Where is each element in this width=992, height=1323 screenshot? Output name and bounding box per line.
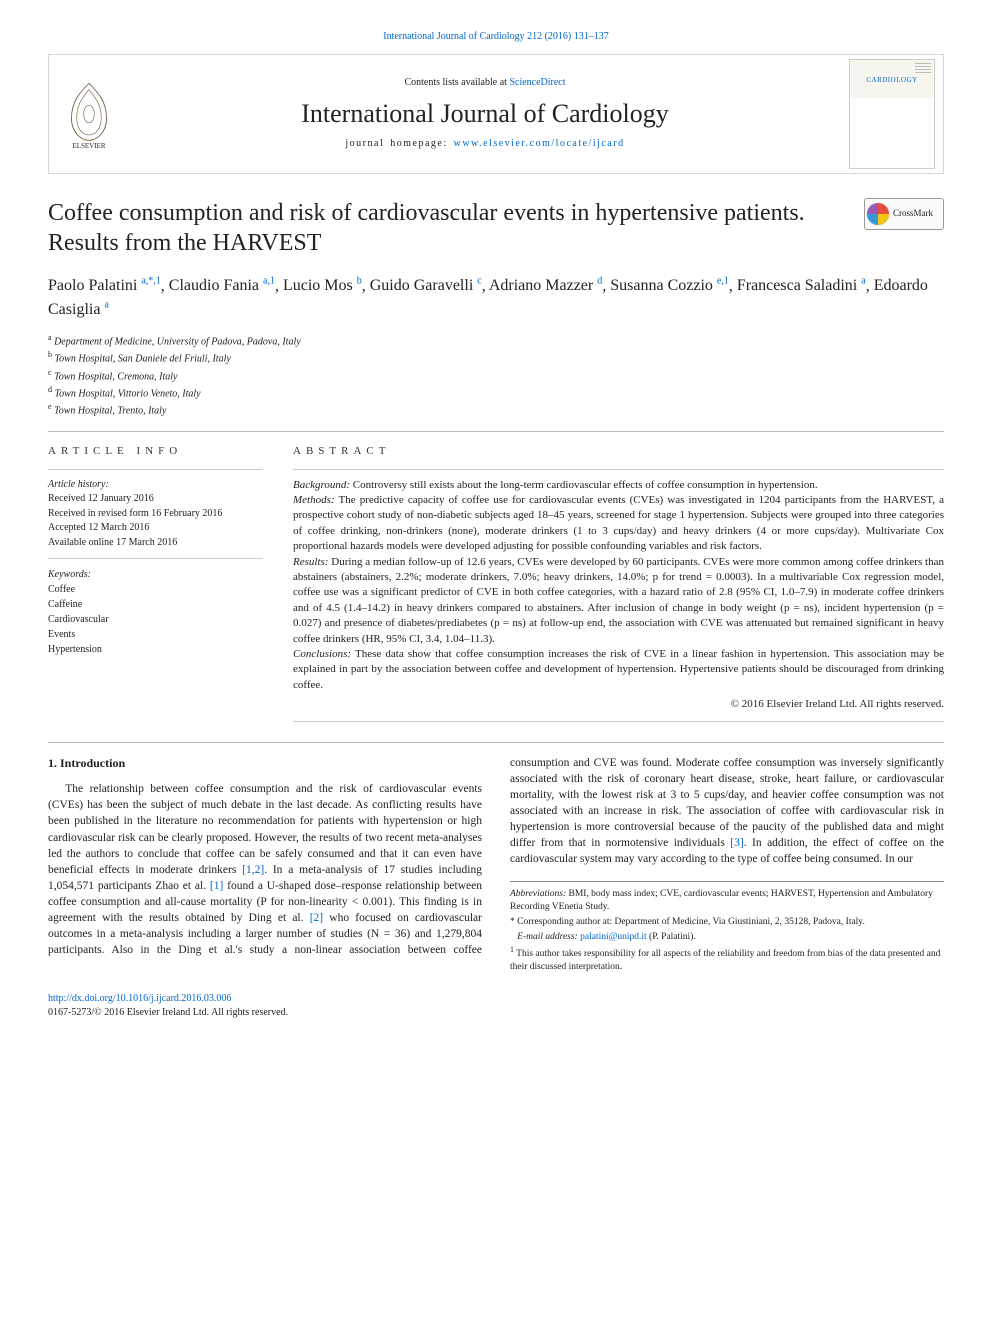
abstract-body: Background: Controversy still exists abo… bbox=[293, 478, 944, 713]
page-footer: http://dx.doi.org/10.1016/j.ijcard.2016.… bbox=[48, 992, 944, 1020]
elsevier-label: ELSEVIER bbox=[72, 142, 105, 149]
divider bbox=[48, 558, 263, 559]
contents-lists-line: Contents lists available at ScienceDirec… bbox=[139, 76, 831, 90]
divider bbox=[293, 469, 944, 470]
divider bbox=[48, 431, 944, 432]
abstract-column: ABSTRACT Background: Controversy still e… bbox=[293, 444, 944, 730]
keyword: Coffee bbox=[48, 582, 263, 597]
journal-issue-link[interactable]: International Journal of Cardiology 212 … bbox=[48, 30, 944, 44]
ref-link[interactable]: [2] bbox=[310, 912, 323, 924]
author: Lucio Mos b bbox=[283, 277, 362, 294]
ref-link[interactable]: [3] bbox=[730, 837, 743, 849]
journal-header: ELSEVIER Contents lists available at Sci… bbox=[48, 54, 944, 174]
affiliations-list: a Department of Medicine, University of … bbox=[48, 332, 944, 419]
author: Guido Garavelli c bbox=[370, 277, 482, 294]
abstract-label: ABSTRACT bbox=[293, 444, 944, 459]
keyword: Events bbox=[48, 627, 263, 642]
keyword: Caffeine bbox=[48, 597, 263, 612]
header-center: Contents lists available at ScienceDirec… bbox=[129, 66, 841, 160]
doi-link[interactable]: http://dx.doi.org/10.1016/j.ijcard.2016.… bbox=[48, 993, 231, 1004]
ref-link[interactable]: [1] bbox=[210, 880, 223, 892]
affiliation: e Town Hospital, Trento, Italy bbox=[48, 401, 944, 418]
author: Adriano Mazzer d bbox=[489, 277, 602, 294]
affiliation: a Department of Medicine, University of … bbox=[48, 332, 944, 349]
introduction-heading: 1. Introduction bbox=[48, 755, 482, 772]
journal-name: International Journal of Cardiology bbox=[139, 96, 831, 131]
keyword: Cardiovascular bbox=[48, 612, 263, 627]
article-info-label: ARTICLE INFO bbox=[48, 444, 263, 459]
author: Paolo Palatini a,*,1 bbox=[48, 277, 161, 294]
article-body: 1. Introduction The relationship between… bbox=[48, 755, 944, 975]
crossmark-badge[interactable]: CrossMark bbox=[864, 198, 944, 230]
journal-cover-thumbnail bbox=[849, 59, 935, 169]
authors-list: Paolo Palatini a,*,1, Claudio Fania a,1,… bbox=[48, 274, 944, 323]
email-link[interactable]: palatini@unipd.it bbox=[580, 932, 647, 942]
author: Francesca Saladini a bbox=[737, 277, 866, 294]
issn-copyright: 0167-5273/© 2016 Elsevier Ireland Ltd. A… bbox=[48, 1006, 944, 1020]
article-history: Article history: Received 12 January 201… bbox=[48, 478, 263, 551]
divider bbox=[48, 742, 944, 743]
journal-homepage: journal homepage: www.elsevier.com/locat… bbox=[139, 137, 831, 151]
abstract-copyright: © 2016 Elsevier Ireland Ltd. All rights … bbox=[293, 697, 944, 712]
footnotes: Abbreviations: BMI, body mass index; CVE… bbox=[510, 881, 944, 974]
article-title: Coffee consumption and risk of cardiovas… bbox=[48, 198, 864, 258]
author: Susanna Cozzio e,1 bbox=[610, 277, 729, 294]
affiliation: d Town Hospital, Vittorio Veneto, Italy bbox=[48, 384, 944, 401]
elsevier-logo: ELSEVIER bbox=[49, 55, 129, 173]
keyword: Hypertension bbox=[48, 642, 263, 657]
affiliation: c Town Hospital, Cremona, Italy bbox=[48, 367, 944, 384]
crossmark-icon bbox=[867, 203, 889, 225]
ref-link[interactable]: [1,2] bbox=[242, 864, 264, 876]
divider bbox=[293, 721, 944, 722]
sciencedirect-link[interactable]: ScienceDirect bbox=[509, 77, 565, 88]
affiliation: b Town Hospital, San Daniele del Friuli,… bbox=[48, 349, 944, 366]
journal-homepage-link[interactable]: www.elsevier.com/locate/ijcard bbox=[454, 138, 625, 149]
article-info-column: ARTICLE INFO Article history: Received 1… bbox=[48, 444, 263, 730]
divider bbox=[48, 469, 263, 470]
keywords-block: Keywords: CoffeeCaffeineCardiovascularEv… bbox=[48, 567, 263, 657]
author: Claudio Fania a,1 bbox=[169, 277, 275, 294]
